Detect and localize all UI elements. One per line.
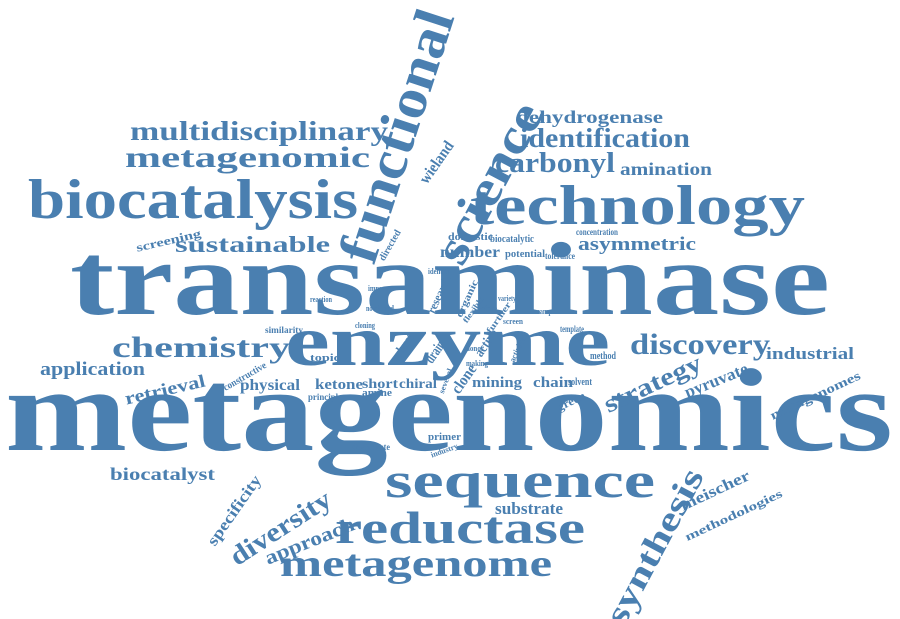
word-metagenome: metagenome	[280, 545, 552, 583]
word-enzyme: enzyme	[285, 305, 610, 377]
word-making: making	[466, 360, 488, 368]
word-concentration: concentration	[576, 228, 618, 237]
word-application: application	[40, 360, 145, 379]
word-template: template	[560, 325, 584, 334]
word-method: method	[590, 352, 616, 362]
word-chiral: chiral	[399, 378, 437, 392]
word-discovery: discovery	[630, 330, 770, 360]
word-number: number	[440, 245, 500, 261]
word-chain: chain	[533, 376, 573, 391]
word-used: used	[380, 305, 394, 313]
word-mining: mining	[472, 376, 522, 391]
word-principle: principle	[308, 393, 342, 402]
word-screen: screen	[503, 318, 523, 326]
word-topic: topic	[310, 353, 340, 364]
word-reaction: reaction	[310, 296, 332, 304]
word-technology: technology	[470, 178, 805, 234]
word-degenerate: degenerate	[352, 443, 390, 452]
word-biocatalyst: biocatalyst	[110, 465, 215, 483]
word-before: before	[477, 305, 497, 313]
word-asymmetric: asymmetric	[578, 235, 696, 254]
word-multidisciplinary: multidisciplinary	[130, 118, 388, 145]
word-ketone: ketone	[315, 378, 363, 393]
word-dehydrogenase: dehydrogenase	[516, 108, 663, 126]
word-amination: amination	[620, 160, 712, 178]
word-sequence: sequence	[385, 455, 655, 505]
word-potential: potential	[505, 250, 545, 260]
word-identity: identity	[428, 268, 450, 276]
word-amine: amine	[362, 388, 392, 399]
word-novel: novel	[366, 305, 380, 313]
word-donor: donor	[466, 345, 484, 353]
word-biocatalytic: biocatalytic	[490, 235, 534, 245]
word-solvent: solvent	[568, 378, 592, 388]
word-tolerance: tolerance	[545, 252, 575, 261]
word-biocatalysis: biocatalysis	[28, 172, 358, 228]
word-metagenomic: metagenomic	[125, 143, 370, 173]
word-industrial: industrial	[766, 345, 854, 362]
word-cloning: cloning	[355, 322, 375, 330]
word-substrate: substrate	[495, 500, 563, 517]
word-carbonyl: carbonyl	[495, 150, 615, 178]
word-improve: improve	[368, 285, 392, 293]
word-similarity: similarity	[265, 326, 303, 335]
word-sample: sample	[537, 308, 557, 316]
word-domestic: domestic	[448, 233, 493, 243]
